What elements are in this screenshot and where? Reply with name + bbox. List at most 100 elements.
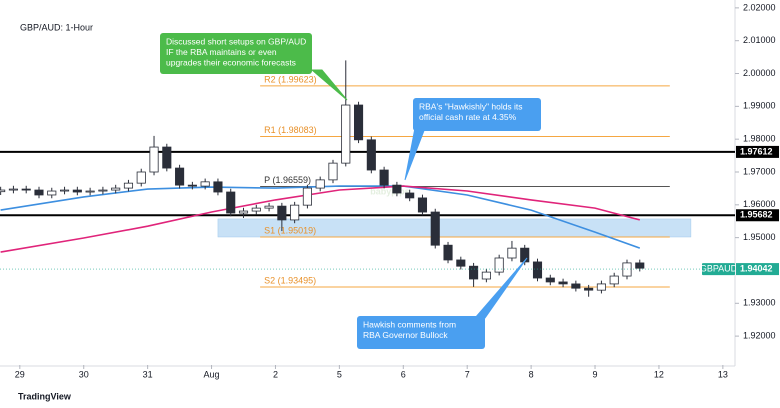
candle-body	[456, 259, 466, 267]
candle-body	[584, 287, 594, 291]
candle-body	[596, 283, 606, 291]
pivot-label: R2 (1.99623)	[264, 74, 317, 84]
candle-body	[251, 207, 261, 212]
candle-body	[379, 169, 389, 186]
candle-body	[315, 179, 325, 189]
price-tag	[736, 263, 779, 276]
candle-body	[392, 184, 402, 194]
y-tick-label: 2.01000	[743, 35, 776, 45]
annotation-box	[160, 33, 312, 74]
candle-body	[136, 171, 146, 184]
price-tag-label: 1.97612	[740, 146, 773, 156]
annotation-text: RBA Governor Bullock	[363, 330, 448, 340]
pivot-label: R1 (1.98083)	[264, 125, 317, 135]
annotation-text: upgrades their economic forecasts	[166, 57, 296, 67]
candle-body	[417, 197, 428, 213]
candle-body	[545, 277, 555, 283]
candle-body	[162, 146, 172, 169]
y-tick-label: 1.92000	[743, 330, 776, 340]
x-tick-label: 9	[593, 369, 598, 379]
price-tag	[736, 145, 779, 158]
candle-body	[123, 182, 134, 189]
y-tick-label: 1.99000	[743, 101, 776, 111]
y-tick-label: 1.93000	[743, 298, 776, 308]
y-tick-label: 1.96000	[743, 199, 776, 209]
candle-body	[47, 190, 57, 196]
moving-average	[0, 185, 641, 249]
y-tick-label: 1.95000	[743, 232, 776, 242]
candle-body	[558, 281, 568, 285]
pivot-label: S2 (1.93495)	[264, 275, 316, 285]
x-tick-label: 29	[15, 369, 25, 379]
candle-body	[430, 211, 440, 246]
candle-body	[72, 189, 82, 193]
x-tick-label: 6	[401, 369, 406, 379]
annotation-text: RBA's "Hawkishly" holds its	[419, 101, 523, 111]
candle-body	[213, 181, 223, 193]
candle-body	[609, 275, 619, 285]
candle-body	[8, 188, 18, 191]
annotation-box	[413, 98, 541, 131]
candle-body	[226, 191, 236, 214]
x-tick-label: 13	[718, 369, 728, 379]
x-tick-label: Aug	[204, 369, 220, 379]
y-tick-label: 1.97000	[743, 166, 776, 176]
watermark: babypips	[370, 186, 410, 196]
candle-body	[494, 257, 504, 273]
candle-body	[328, 162, 338, 181]
candle-body	[507, 247, 517, 259]
candle-body	[366, 139, 376, 171]
x-tick-label: 31	[143, 369, 153, 379]
candle-body	[149, 146, 159, 173]
candle-body	[187, 184, 197, 187]
chart-title: GBP/AUD: 1-Hour	[20, 22, 93, 32]
candle-body	[238, 210, 249, 214]
candle-body	[571, 283, 581, 289]
candle-body	[405, 192, 415, 199]
candle-body	[59, 189, 70, 192]
candle-body	[98, 189, 108, 192]
x-tick-label: 5	[337, 369, 342, 379]
symbol-tag	[702, 263, 735, 276]
symbol-tag-label: GBPAUD	[700, 263, 738, 273]
candle-body	[175, 167, 185, 186]
x-tick-label: 8	[529, 369, 534, 379]
candle-body	[481, 271, 491, 280]
candle-body	[443, 244, 453, 261]
candle-body	[264, 205, 274, 209]
annotation-text: Hawkish comments from	[363, 319, 456, 329]
candle-body	[532, 261, 543, 279]
candle-body	[353, 104, 364, 141]
candle-body	[21, 188, 31, 191]
annotation-arrow	[310, 69, 348, 101]
price-tag	[736, 209, 779, 222]
candle-body	[111, 187, 121, 191]
candle-body	[0, 189, 6, 193]
candle-body	[469, 265, 479, 280]
annotation-box	[357, 316, 485, 349]
candle-body	[200, 181, 210, 187]
price-tag-label: 1.94042	[740, 263, 773, 273]
candle-body	[34, 189, 44, 196]
candle-body	[277, 205, 287, 221]
candle-body	[302, 187, 312, 206]
y-tick-label: 2.02000	[743, 2, 776, 12]
x-tick-label: 2	[273, 369, 278, 379]
pivot-label: S1 (1.95019)	[264, 225, 316, 235]
moving-average	[0, 185, 641, 253]
y-tick-label: 2.00000	[743, 68, 776, 78]
annotation-text: official cash rate at 4.35%	[419, 112, 517, 122]
x-tick-label: 30	[79, 369, 89, 379]
price-tag-label: 1.95682	[740, 210, 773, 220]
candle-body	[85, 190, 95, 193]
footer-logo: TradingView	[18, 391, 72, 401]
pivot-label: P (1.96559)	[264, 175, 311, 185]
candle-body	[635, 262, 645, 269]
annotation-text: IF the RBA maintains or even	[166, 47, 277, 57]
x-tick-label: 7	[465, 369, 470, 379]
x-tick-label: 12	[654, 369, 664, 379]
candle-body	[622, 262, 632, 277]
candle-body	[341, 104, 351, 164]
candle-body	[290, 204, 300, 221]
